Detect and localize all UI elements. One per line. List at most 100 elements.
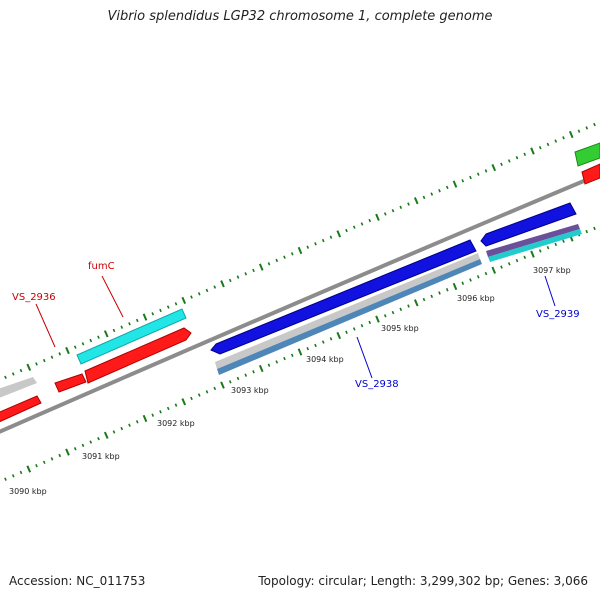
lower-tick-mark (159, 410, 162, 414)
upper-tick-mark (4, 375, 7, 379)
lower-tick-mark (120, 426, 124, 431)
upper-tick-mark (58, 352, 62, 356)
gene-vs2938-gray-strip (215, 253, 480, 369)
callout-vs2938 (356, 336, 373, 379)
upper-tick-mark (452, 180, 458, 188)
upper-tick-mark (181, 296, 187, 305)
upper-tick-mark (97, 335, 100, 339)
lower-tick-mark (321, 340, 325, 344)
lower-tick-mark (491, 266, 497, 274)
upper-tick-mark (306, 245, 310, 249)
lower-tick-mark (11, 474, 15, 478)
upper-tick-mark (228, 278, 232, 283)
upper-tick-mark (329, 235, 333, 239)
scale-label: 3091 kbp (82, 452, 120, 461)
lower-tick-mark (500, 265, 503, 269)
gene-label-vs2938: VS_2938 (355, 379, 399, 390)
upper-tick-mark (252, 268, 255, 273)
lower-tick-mark (375, 315, 380, 323)
upper-tick-mark (422, 195, 426, 200)
scale-label: 3093 kbp (231, 386, 269, 395)
upper-tick-mark (142, 313, 148, 321)
lower-tick-mark (329, 337, 333, 341)
lower-tick-mark (399, 307, 403, 312)
gene-vs2936-arrow (54, 373, 87, 393)
lower-tick-mark (58, 453, 62, 458)
lower-tick-mark (112, 430, 116, 434)
lower-tick-mark (507, 262, 511, 266)
upper-tick-mark (507, 159, 511, 163)
lower-tick-mark (476, 275, 480, 279)
feature-green-top-right (574, 142, 600, 167)
lower-tick-mark (461, 281, 465, 285)
gene-vs2939-arrow (480, 202, 577, 247)
lower-tick-mark (258, 364, 264, 373)
upper-tick-mark (391, 208, 395, 213)
map-title: Vibrio splendidus LGP32 chromosome 1, co… (107, 9, 493, 24)
upper-tick-mark (515, 155, 519, 160)
upper-tick-mark (336, 230, 342, 238)
lower-tick-mark (297, 348, 303, 356)
gene-vs2938-steel-strip (217, 259, 482, 375)
upper-tick-mark (205, 288, 209, 293)
lower-tick-mark (26, 465, 32, 473)
lower-tick-mark (174, 403, 178, 407)
lower-tick-mark (469, 278, 472, 282)
lower-tick-mark (314, 343, 317, 348)
lower-tick-mark (290, 353, 294, 357)
upper-tick-mark (484, 169, 488, 173)
upper-tick-mark (258, 263, 264, 271)
upper-tick-mark (538, 146, 542, 150)
gene-red-under-fumc (84, 327, 192, 384)
upper-tick-mark (375, 213, 380, 221)
lower-tick-mark (360, 323, 364, 328)
lower-tick-mark (89, 440, 93, 444)
lower-tick-mark (445, 288, 449, 292)
upper-tick-mark (159, 308, 162, 313)
upper-tick-mark (290, 252, 294, 256)
upper-tick-mark (283, 255, 286, 259)
gene-label-vs2936: VS_2936 (12, 292, 56, 303)
lower-tick-mark (413, 299, 419, 307)
upper-tick-mark (89, 338, 93, 343)
scale-label: 3094 kbp (306, 355, 344, 364)
upper-tick-mark (297, 246, 303, 255)
lower-tick-mark (205, 390, 209, 394)
gene-vs2939-cyan-strip (488, 229, 582, 262)
upper-tick-mark (461, 179, 465, 183)
upper-tick-mark (430, 192, 434, 196)
lower-tick-mark (336, 331, 342, 340)
upper-tick-mark (35, 362, 38, 366)
lower-tick-mark (103, 431, 109, 439)
upper-tick-mark (360, 222, 364, 226)
scale-label: 3092 kbp (157, 419, 195, 428)
upper-tick-mark (383, 212, 387, 216)
upper-tick-mark (42, 358, 46, 363)
upper-tick-mark (120, 325, 124, 329)
upper-tick-mark (321, 238, 325, 243)
upper-tick-mark (314, 242, 317, 246)
upper-tick-mark (352, 225, 356, 229)
upper-tick-mark (438, 189, 441, 193)
lower-tick-mark (4, 477, 7, 481)
upper-tick-mark (244, 272, 248, 276)
lower-tick-mark (142, 414, 148, 423)
lower-tick-mark (391, 310, 395, 315)
upper-tick-mark (491, 163, 497, 172)
lower-tick-mark (35, 463, 38, 468)
chromosome-backbone (0, 172, 600, 434)
upper-tick-mark (476, 172, 480, 176)
upper-tick-mark (151, 312, 155, 316)
lower-tick-mark (484, 271, 488, 276)
lower-tick-mark (252, 370, 255, 374)
upper-tick-mark (166, 305, 170, 309)
upper-tick-mark (236, 275, 240, 279)
lower-tick-mark (306, 347, 310, 351)
lower-tick-mark (197, 393, 201, 397)
lower-tick-mark (422, 297, 426, 302)
accession-text: Accession: NC_011753 (9, 574, 146, 588)
gene-vs2938-arrow (210, 239, 477, 355)
lower-tick-mark (352, 327, 356, 331)
upper-tick-mark (220, 280, 225, 288)
